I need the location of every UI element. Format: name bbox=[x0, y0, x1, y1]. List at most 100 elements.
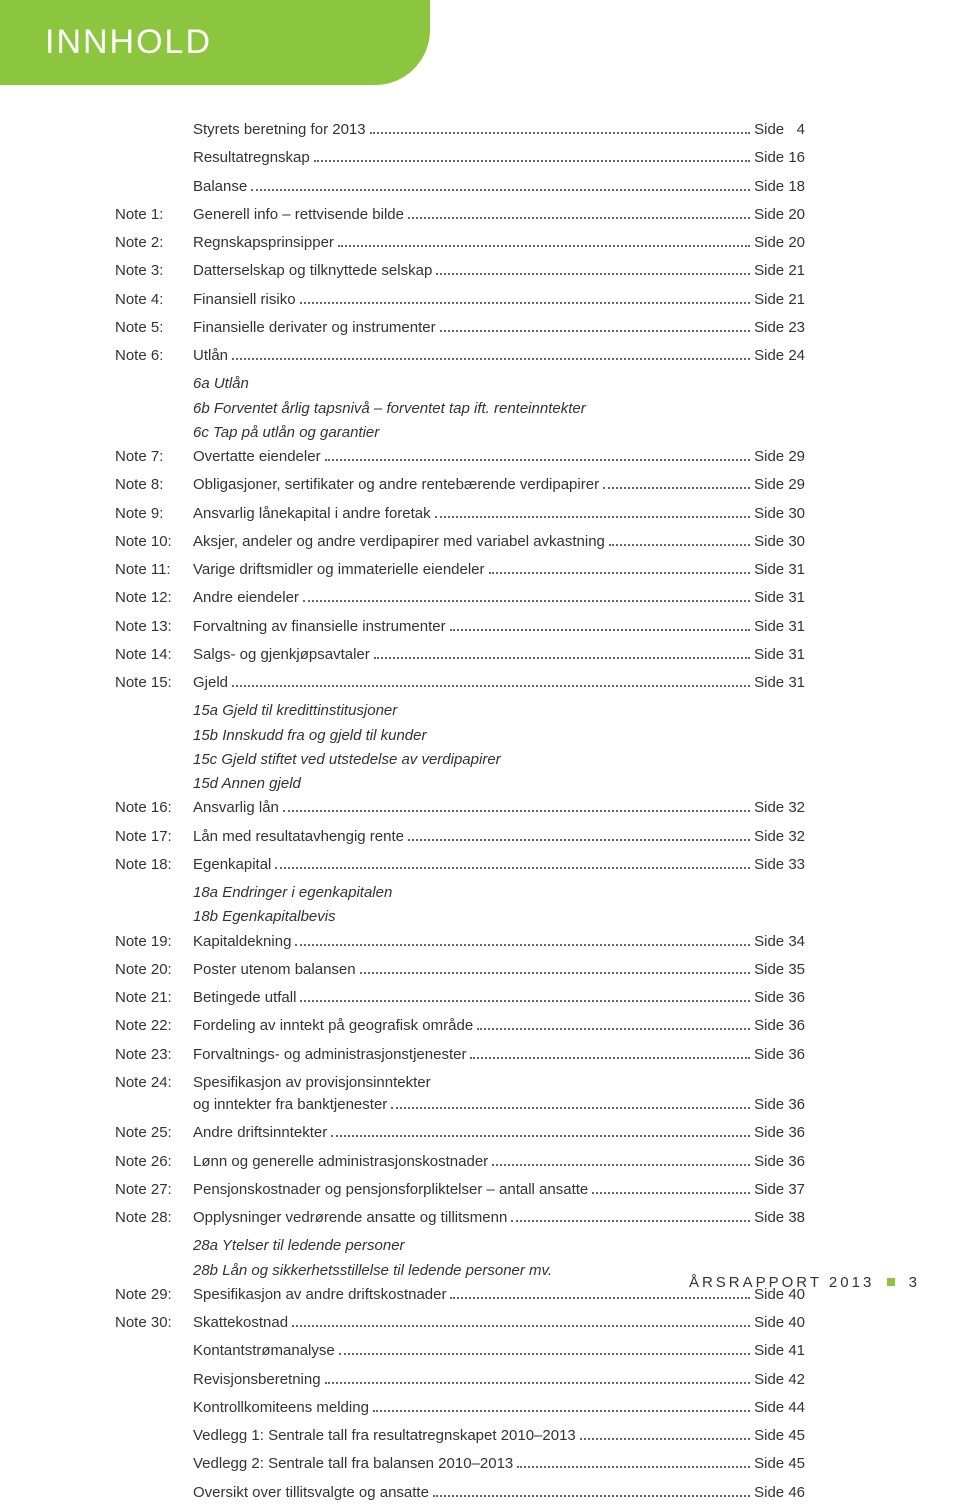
toc-dots bbox=[339, 1353, 750, 1355]
toc-subitem: 15b Innskudd fra og gjeld til kunder bbox=[193, 726, 805, 746]
toc-title: Andre driftsinntekter bbox=[193, 1123, 327, 1143]
footer-square-icon bbox=[887, 1278, 895, 1286]
toc-label: Note 2: bbox=[115, 233, 193, 253]
toc-row: Note 21:Betingede utfallSide 36 bbox=[115, 988, 805, 1008]
toc-dots bbox=[374, 657, 750, 659]
toc-title: Overtatte eiendeler bbox=[193, 447, 321, 467]
toc-page: Side 36 bbox=[754, 1152, 805, 1172]
toc-row: Note 18:EgenkapitalSide 33 bbox=[115, 855, 805, 875]
toc-subitem: 15a Gjeld til kredittinstitusjoner bbox=[193, 701, 805, 721]
toc-label: Note 28: bbox=[115, 1208, 193, 1228]
toc-title: Egenkapital bbox=[193, 855, 271, 875]
toc-page: Side 36 bbox=[754, 1123, 805, 1143]
toc-page: Side 20 bbox=[754, 205, 805, 225]
toc-dots bbox=[331, 1135, 750, 1137]
toc-dots bbox=[251, 189, 750, 191]
toc-title: Salgs- og gjenkjøpsavtaler bbox=[193, 645, 370, 665]
toc-page: Side 29 bbox=[754, 447, 805, 467]
toc-title: og inntekter fra banktjenester bbox=[193, 1095, 387, 1115]
toc-dots bbox=[373, 1410, 750, 1412]
toc-title: Vedlegg 2: Sentrale tall fra balansen 20… bbox=[193, 1454, 513, 1474]
toc-row: KontantstrømanalyseSide 41 bbox=[115, 1341, 805, 1361]
toc-row: Styrets beretning for 2013Side 4 bbox=[115, 120, 805, 140]
toc-page: Side 40 bbox=[754, 1313, 805, 1333]
toc-row: Note 5:Finansielle derivater og instrume… bbox=[115, 318, 805, 338]
toc-dots bbox=[511, 1220, 750, 1222]
toc-label: Note 4: bbox=[115, 290, 193, 310]
toc-dots bbox=[408, 217, 750, 219]
toc-row: Kontrollkomiteens melding Side 44 bbox=[115, 1398, 805, 1418]
toc-row: Note 20:Poster utenom balansenSide 35 bbox=[115, 960, 805, 980]
toc-dots bbox=[303, 600, 750, 602]
toc-page: Side 37 bbox=[754, 1180, 805, 1200]
toc-page: Side 32 bbox=[754, 827, 805, 847]
toc-row: Note 10:Aksjer, andeler og andre verdipa… bbox=[115, 532, 805, 552]
toc-row: Note 19:Kapitaldekning Side 34 bbox=[115, 932, 805, 952]
toc-dots bbox=[433, 1495, 750, 1497]
toc-label: Note 5: bbox=[115, 318, 193, 338]
toc-label: Note 11: bbox=[115, 560, 193, 580]
toc-label: Note 7: bbox=[115, 447, 193, 467]
toc-page: Side 42 bbox=[754, 1370, 805, 1390]
toc-label: Note 27: bbox=[115, 1180, 193, 1200]
toc-page: Side 31 bbox=[754, 617, 805, 637]
toc-label: Note 30: bbox=[115, 1313, 193, 1333]
toc-dots bbox=[592, 1192, 750, 1194]
toc-subitem: 6a Utlån bbox=[193, 374, 805, 394]
toc-label: Note 19: bbox=[115, 932, 193, 952]
toc-title: Betingede utfall bbox=[193, 988, 296, 1008]
toc-page: Side 45 bbox=[754, 1426, 805, 1446]
toc-subitem: 6b Forventet årlig tapsnivå – forventet … bbox=[193, 399, 805, 419]
toc-title: Revisjonsberetning bbox=[193, 1370, 321, 1390]
toc-label: Note 25: bbox=[115, 1123, 193, 1143]
toc-row: BalanseSide 18 bbox=[115, 177, 805, 197]
toc-title: Fordeling av inntekt på geografisk områd… bbox=[193, 1016, 473, 1036]
toc-label: Note 8: bbox=[115, 475, 193, 495]
toc-label: Note 14: bbox=[115, 645, 193, 665]
toc-row: Note 17:Lån med resultatavhengig renteSi… bbox=[115, 827, 805, 847]
toc-subitem: 15c Gjeld stiftet ved utstedelse av verd… bbox=[193, 750, 805, 770]
toc-page: Side 41 bbox=[754, 1341, 805, 1361]
toc-page: Side 44 bbox=[754, 1398, 805, 1418]
toc-title: Kontrollkomiteens melding bbox=[193, 1398, 369, 1418]
toc-dots bbox=[450, 1297, 750, 1299]
toc-dots bbox=[517, 1466, 750, 1468]
toc-dots bbox=[603, 487, 750, 489]
toc-row: Note 9:Ansvarlig lånekapital i andre for… bbox=[115, 504, 805, 524]
toc-dots bbox=[325, 459, 751, 461]
toc-row: Note 14:Salgs- og gjenkjøpsavtaler Side 3… bbox=[115, 645, 805, 665]
toc-row: Note 7:Overtatte eiendeler Side 29 bbox=[115, 447, 805, 467]
toc-title: Lønn og generelle administrasjonskostnad… bbox=[193, 1152, 488, 1172]
toc-page: Side 16 bbox=[754, 148, 805, 168]
toc-subitem: 18b Egenkapitalbevis bbox=[193, 907, 805, 927]
toc-row: Note 25:Andre driftsinntekter Side 36 bbox=[115, 1123, 805, 1143]
toc-page: Side 31 bbox=[754, 645, 805, 665]
toc-label: Note 16: bbox=[115, 798, 193, 818]
toc-dots bbox=[292, 1325, 750, 1327]
toc-row: Note 22:Fordeling av inntekt på geografi… bbox=[115, 1016, 805, 1036]
toc-page: Side 23 bbox=[754, 318, 805, 338]
toc-label: Note 18: bbox=[115, 855, 193, 875]
toc-title: Resultatregnskap bbox=[193, 148, 310, 168]
toc-title: Styrets beretning for 2013 bbox=[193, 120, 366, 140]
toc-title: Pensjonskostnader og pensjonsforpliktels… bbox=[193, 1180, 588, 1200]
toc-row: Note 12:Andre eiendelerSide 31 bbox=[115, 588, 805, 608]
toc-dots bbox=[325, 1382, 751, 1384]
toc-page: Side 20 bbox=[754, 233, 805, 253]
toc-title: Oversikt over tillitsvalgte og ansatte bbox=[193, 1483, 429, 1503]
toc-dots bbox=[232, 358, 750, 360]
toc-label: Note 20: bbox=[115, 960, 193, 980]
toc-title: Vedlegg 1: Sentrale tall fra resultatreg… bbox=[193, 1426, 576, 1446]
toc-label: Note 13: bbox=[115, 617, 193, 637]
toc-page: Side 30 bbox=[754, 504, 805, 524]
toc-title: Ansvarlig lånekapital i andre foretak bbox=[193, 504, 431, 524]
toc-title: Opplysninger vedrørende ansatte og tilli… bbox=[193, 1208, 507, 1228]
toc-label: Note 21: bbox=[115, 988, 193, 1008]
toc-row: Resultatregnskap Side 16 bbox=[115, 148, 805, 168]
toc-page: Side 34 bbox=[754, 932, 805, 952]
toc-title: Kapitaldekning bbox=[193, 932, 291, 952]
toc-title: Utlån bbox=[193, 346, 228, 366]
toc-row: Vedlegg 2: Sentrale tall fra balansen 20… bbox=[115, 1454, 805, 1474]
toc-page: Side 31 bbox=[754, 560, 805, 580]
toc-label: Note 22: bbox=[115, 1016, 193, 1036]
